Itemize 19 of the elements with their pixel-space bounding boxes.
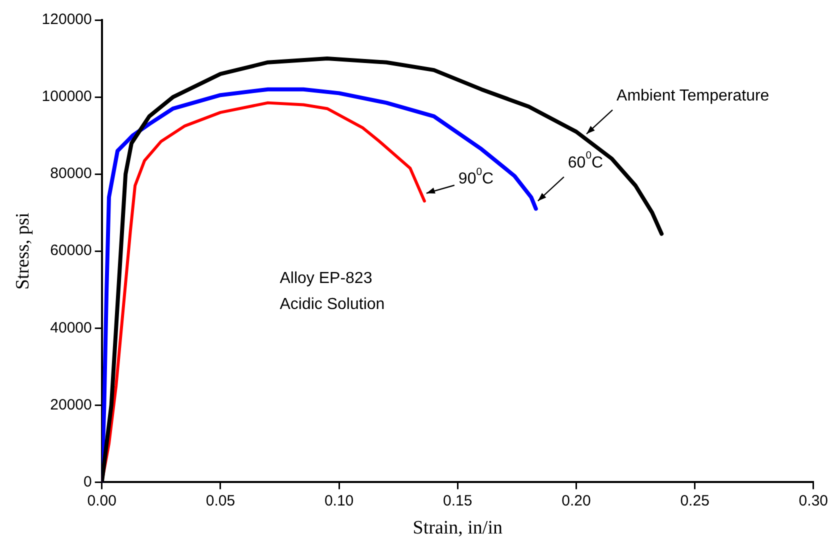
x-tick-label: 0.05 [206,492,236,510]
annotation: Alloy EP-823 [280,270,372,288]
y-axis-title: Stress, psi [12,212,34,290]
annotation: Ambient Temperature [616,87,770,104]
x-tick-label: 0.10 [324,492,354,510]
y-tick-label: 60000 [50,242,92,260]
x-tick-label: 0.00 [87,492,116,510]
y-tick-label: 0 [84,473,92,490]
annotation: Acidic Solution [280,296,385,314]
x-tick-label: 0.25 [680,492,710,510]
y-tick-label: 20000 [50,396,92,414]
y-tick-label: 40000 [50,319,92,336]
x-axis-title: Strain, in/in [412,518,503,539]
y-tick-label: 80000 [50,165,92,182]
x-tick-label: 0.30 [798,492,828,510]
x-tick-label: 0.20 [562,492,591,510]
x-tick-label: 0.15 [443,492,472,510]
y-tick-label: 120000 [42,11,92,28]
y-tick-label: 100000 [42,88,92,106]
